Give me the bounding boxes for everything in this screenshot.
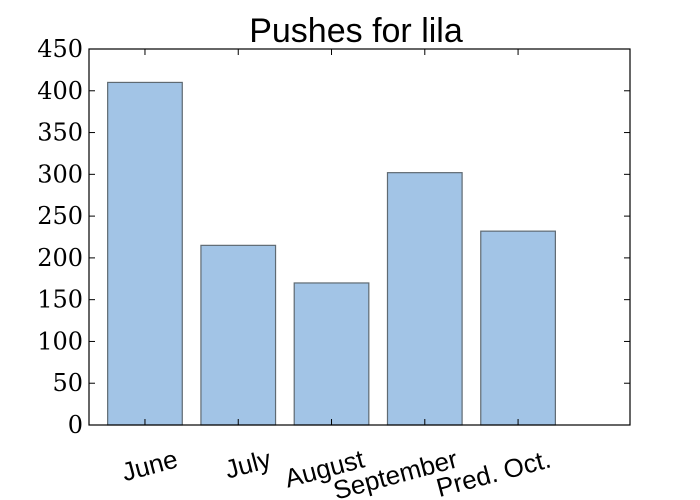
bars-group — [107, 81, 556, 426]
bar-june — [107, 81, 183, 426]
y-tick-label: 250 — [37, 202, 83, 230]
x-tick-label: June — [119, 444, 181, 488]
bar-july — [200, 244, 277, 426]
y-axis: 0 50 100 150 200 250 300 350 400 450 — [37, 35, 630, 439]
y-tick-label: 350 — [37, 119, 83, 147]
y-tick-label: 400 — [37, 77, 83, 105]
chart-title: Pushes for lila — [249, 12, 463, 50]
y-tick-label: 100 — [37, 327, 83, 355]
bar-september — [386, 172, 463, 426]
y-tick-label: 50 — [52, 369, 83, 397]
y-tick-label: 0 — [68, 411, 83, 439]
y-tick-label: 150 — [37, 286, 83, 314]
bar-pred-oct — [480, 230, 556, 426]
plot-frame — [88, 48, 631, 426]
y-tick-label: 300 — [37, 160, 83, 188]
bar-august — [293, 282, 370, 426]
y-tick-label: 450 — [37, 35, 83, 63]
y-tick-label: 200 — [37, 244, 83, 272]
x-tick-label: July — [222, 444, 274, 485]
